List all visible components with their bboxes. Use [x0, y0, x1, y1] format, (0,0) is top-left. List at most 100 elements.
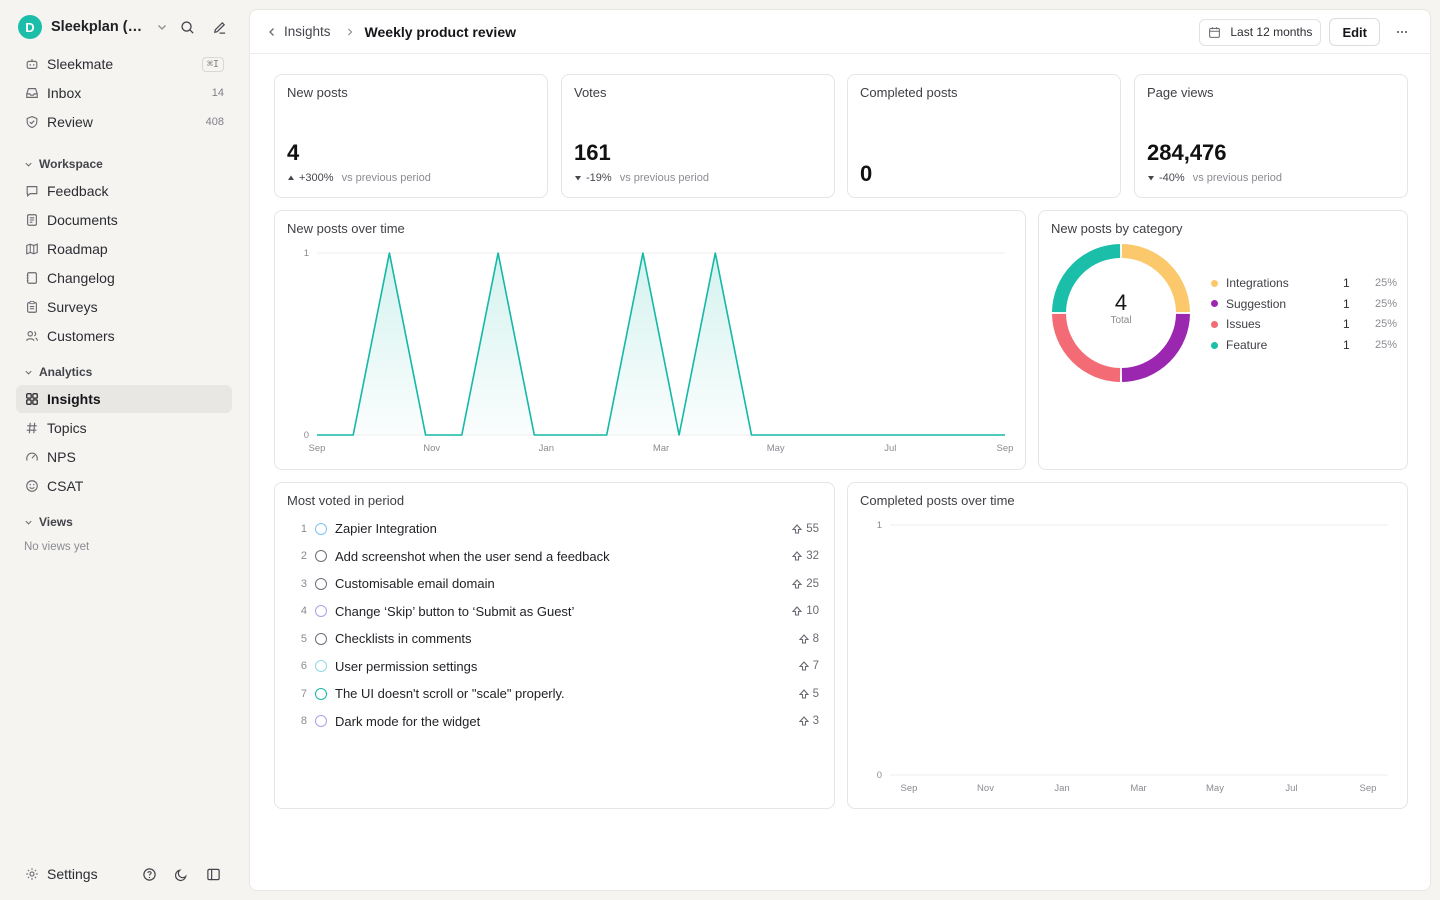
vote-count-value: 8 — [812, 632, 819, 645]
chevron-down-icon — [25, 520, 32, 525]
vote-count-value: 7 — [812, 660, 819, 673]
legend-swatch — [1211, 341, 1218, 349]
post-title: Zapier Integration — [335, 521, 437, 537]
workspace-switcher[interactable]: D Sleekplan (D… — [18, 15, 230, 39]
x-tick-label: Jul — [884, 443, 896, 454]
list-item[interactable]: 4 Change ‘Skip’ button to ‘Submit as Gues… — [287, 598, 819, 626]
vote-count: 25 — [792, 578, 819, 590]
vote-count: 8 — [798, 632, 819, 645]
list-item[interactable]: 7 The UI doesn't scroll or "scale" proper… — [287, 680, 819, 708]
gauge-icon — [26, 452, 38, 461]
sidebar-item-insights[interactable]: Insights — [16, 385, 232, 413]
x-tick-label: Sep — [1360, 783, 1377, 794]
legend-label: Suggestion — [1226, 296, 1287, 311]
more-horizontal-icon — [1397, 31, 1407, 33]
post-title: Change ‘Skip’ button to ‘Submit as Guest… — [335, 603, 575, 619]
donut-slice[interactable] — [1121, 313, 1190, 382]
date-range-picker[interactable]: Last 12 months — [1199, 18, 1322, 46]
vote-count: 32 — [792, 550, 819, 562]
upvote-arrow-icon — [798, 633, 809, 644]
kpi-value: 0 — [860, 161, 873, 186]
sidebar-item-documents[interactable]: Documents — [16, 206, 232, 234]
vote-rank: 2 — [300, 550, 307, 563]
sidebar-item-topics[interactable]: Topics — [16, 414, 232, 442]
sidebar-item-customers[interactable]: Customers — [16, 322, 232, 350]
list-item[interactable]: 8 Dark mode for the widget 3 — [287, 708, 819, 736]
legend-item: Issues 1 25% — [1211, 314, 1397, 335]
post-title: User permission settings — [335, 658, 478, 674]
upvote-arrow-icon — [798, 661, 809, 671]
section-label: Views — [39, 515, 73, 529]
status-circle-icon — [315, 605, 327, 618]
toggle-sidebar-button[interactable] — [202, 863, 224, 885]
shield-check-icon — [26, 115, 38, 129]
breadcrumb-back-link[interactable]: Insights — [266, 24, 331, 39]
compose-button[interactable] — [208, 16, 230, 38]
list-item[interactable]: 5 Checklists in comments 8 — [287, 625, 819, 653]
nav-top: Sleekmate ⌘I Inbox 14 Review 408 — [16, 50, 232, 137]
breadcrumb-parent: Insights — [284, 24, 331, 39]
donut-center: 4 Total — [1081, 291, 1161, 327]
sidebar-item-csat[interactable]: CSAT — [16, 472, 232, 500]
sidebar-item-inbox[interactable]: Inbox 14 — [16, 79, 232, 107]
users-icon — [26, 331, 38, 342]
kpi-delta-value: +300% — [299, 172, 334, 184]
legend-label: Issues — [1226, 317, 1261, 332]
donut-total-label: Total — [1110, 315, 1132, 326]
settings-link[interactable]: Settings — [47, 866, 98, 882]
nav-workspace: Workspace Feedback Documents Roadmap Cha… — [16, 151, 232, 351]
section-toggle-views[interactable]: Views — [16, 509, 232, 535]
status-circle-icon — [315, 632, 327, 645]
kpi-title: Page views — [1147, 85, 1214, 100]
new-posts-area-chart: 0 1 Sep Nov Jan Mar May Jul Sep — [304, 248, 1014, 454]
status-circle-icon — [315, 550, 327, 563]
list-item[interactable]: 6 User permission settings 7 — [287, 653, 819, 681]
donut-slice[interactable] — [1052, 244, 1121, 313]
chart-title: Completed posts over time — [860, 493, 1015, 508]
kpi-card-page-views: Page views 284,476 -40% vs previous peri… — [1134, 74, 1408, 198]
sidebar-item-review[interactable]: Review 408 — [16, 108, 232, 136]
y-tick-label: 0 — [877, 770, 882, 781]
section-toggle-analytics[interactable]: Analytics — [16, 359, 232, 385]
sidebar-item-label: Documents — [47, 212, 118, 228]
donut-slice[interactable] — [1052, 313, 1121, 382]
triangle-up-icon — [288, 175, 294, 180]
sidebar-item-label: Surveys — [47, 299, 98, 315]
x-tick-label: Jan — [539, 443, 554, 454]
theme-toggle-button[interactable] — [170, 863, 192, 885]
vote-count: 7 — [798, 660, 819, 673]
calendar-icon — [1209, 26, 1221, 38]
vote-count-value: 55 — [806, 522, 819, 535]
chart-card-posts-by-category: New posts by category 4 Total Integratio… — [1038, 210, 1408, 470]
count-badge: 408 — [205, 116, 224, 128]
more-options-button[interactable] — [1388, 18, 1416, 46]
gear-icon — [26, 868, 38, 880]
kpi-title: Votes — [574, 85, 607, 100]
workspace-avatar: D — [18, 15, 42, 39]
sidebar-item-roadmap[interactable]: Roadmap — [16, 235, 232, 263]
kpi-card-votes: Votes 161 -19% vs previous period — [561, 74, 835, 198]
sidebar-item-nps[interactable]: NPS — [16, 443, 232, 471]
post-title: Checklists in comments — [335, 631, 472, 647]
smile-icon — [26, 480, 38, 492]
post-title: Customisable email domain — [335, 576, 495, 592]
search-button[interactable] — [176, 16, 198, 38]
y-tick-label: 0 — [304, 430, 309, 441]
sidebar-item-label: Sleekmate — [47, 56, 114, 72]
sidebar-icon — [206, 868, 220, 880]
list-item[interactable]: 1 Zapier Integration 55 — [287, 515, 819, 543]
list-item[interactable]: 2 Add screenshot when the user send a fee… — [287, 543, 819, 571]
help-button[interactable] — [138, 863, 160, 885]
chevron-down-icon — [158, 25, 166, 30]
edit-button[interactable]: Edit — [1329, 18, 1380, 46]
sidebar-item-feedback[interactable]: Feedback — [16, 177, 232, 205]
sidebar-item-changelog[interactable]: Changelog — [16, 264, 232, 292]
sidebar-item-sleekmate[interactable]: Sleekmate ⌘I — [16, 50, 232, 78]
sidebar-item-surveys[interactable]: Surveys — [16, 293, 232, 321]
vote-count-value: 25 — [806, 577, 819, 590]
donut-slice[interactable] — [1121, 244, 1190, 313]
status-circle-icon — [315, 660, 327, 673]
page-title: Weekly product review — [364, 23, 516, 40]
section-toggle-workspace[interactable]: Workspace — [16, 151, 232, 177]
list-item[interactable]: 3 Customisable email domain 25 — [287, 570, 819, 598]
